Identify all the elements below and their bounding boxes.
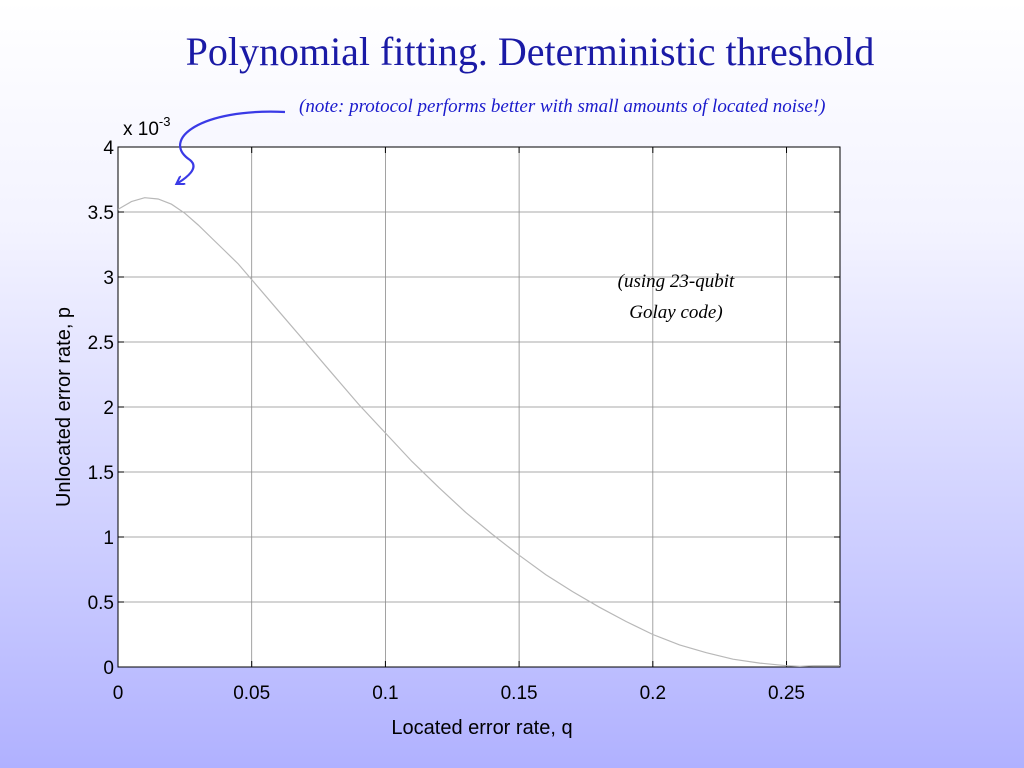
y-multiplier-label: x 10-3 (123, 114, 170, 140)
x-tick-label: 0.2 (640, 683, 666, 704)
series-line (117, 197, 840, 668)
chart-annotation: (using 23-qubit Golay code) (596, 266, 756, 328)
note-arrow (178, 110, 286, 183)
slide-title: Polynomial fitting. Deterministic thresh… (185, 29, 875, 74)
series-layer (117, 197, 840, 668)
y-tick-label: 0 (103, 658, 114, 679)
y-tick-label: 0.5 (88, 593, 114, 614)
y-multiplier-base: x 10 (123, 119, 159, 140)
annotation-line-1: (using 23-qubit (617, 271, 735, 292)
x-axis-label: Located error rate, q (391, 717, 572, 739)
y-tick-label: 2.5 (88, 333, 114, 354)
x-tick-label: 0.1 (372, 683, 398, 704)
note-text: (note: protocol performs better with sma… (299, 96, 826, 117)
y-tick-label: 3.5 (88, 203, 114, 224)
y-tick-label: 1 (103, 528, 114, 549)
tick-labels: 0 0.05 0.1 0.15 0.2 0.25 0 0.5 1 1.5 2 2.5 3 3.5 4 (88, 138, 805, 704)
y-multiplier-exponent: -3 (159, 114, 171, 129)
annotation-line-2: Golay code) (629, 302, 723, 323)
x-tick-label: 0.15 (501, 683, 538, 704)
x-tick-label: 0.25 (768, 683, 805, 704)
plot-border (117, 146, 841, 668)
y-tick-label: 1.5 (88, 463, 114, 484)
x-tick-label: 0.05 (233, 683, 270, 704)
y-tick-label: 3 (103, 268, 114, 289)
axes (117, 146, 841, 668)
x-tick-label: 0 (113, 683, 124, 704)
grid-lines (118, 146, 840, 667)
y-tick-label: 2 (103, 398, 114, 419)
y-tick-label: 4 (103, 138, 114, 159)
y-axis-label: Unlocated error rate, p (53, 307, 75, 507)
